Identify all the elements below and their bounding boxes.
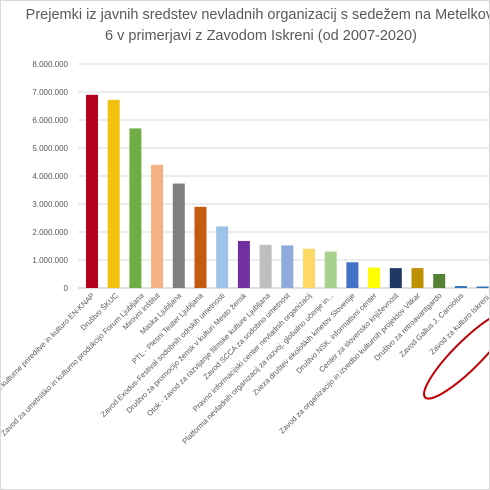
bar: [476, 286, 489, 288]
chart-title-line-1: Prejemki iz javnih sredstev nevladnih or…: [25, 7, 490, 23]
bar: [346, 262, 359, 288]
bar: [129, 128, 142, 288]
bar: [411, 268, 424, 288]
bar: [259, 244, 272, 288]
bar: [281, 245, 294, 288]
x-axis-labels: Zavod za kulturne prireditve in kulturo …: [1, 290, 489, 445]
bar: [389, 268, 402, 288]
y-tick-label: 8.000.000: [32, 60, 68, 69]
y-tick-label: 6.000.000: [32, 116, 68, 125]
y-axis: 0 1.000.000 2.000.000 3.000.000 4.000.000 5.0…: [32, 60, 68, 293]
y-tick-label: 2.000.000: [32, 228, 68, 237]
bar: [151, 164, 164, 288]
y-tick-label: 7.000.000: [32, 88, 68, 97]
bar: [433, 274, 446, 288]
y-tick-label: 3.000.000: [32, 200, 68, 209]
highlight-ellipse: [423, 310, 489, 400]
chart-title: Prejemki iz javnih sredstev nevladnih or…: [1, 5, 490, 47]
bar: [216, 226, 229, 288]
y-tick-label: 1.000.000: [32, 256, 68, 265]
bar: [237, 240, 250, 288]
bar: [86, 94, 98, 288]
chart-title-line-2: 6 v primerjavi z Zavodom Iskreni (od 200…: [105, 28, 417, 44]
bar: [303, 248, 315, 288]
highlight: [423, 310, 489, 400]
bar: [107, 99, 120, 288]
bar: [172, 183, 185, 288]
bars: [86, 94, 489, 288]
y-tick-label: 0: [64, 284, 69, 293]
y-tick-label: 4.000.000: [32, 172, 68, 181]
bar: [454, 286, 467, 288]
y-tick-label: 5.000.000: [32, 144, 68, 153]
bar: [368, 267, 381, 288]
bar: [324, 251, 337, 288]
bar: [194, 206, 207, 288]
